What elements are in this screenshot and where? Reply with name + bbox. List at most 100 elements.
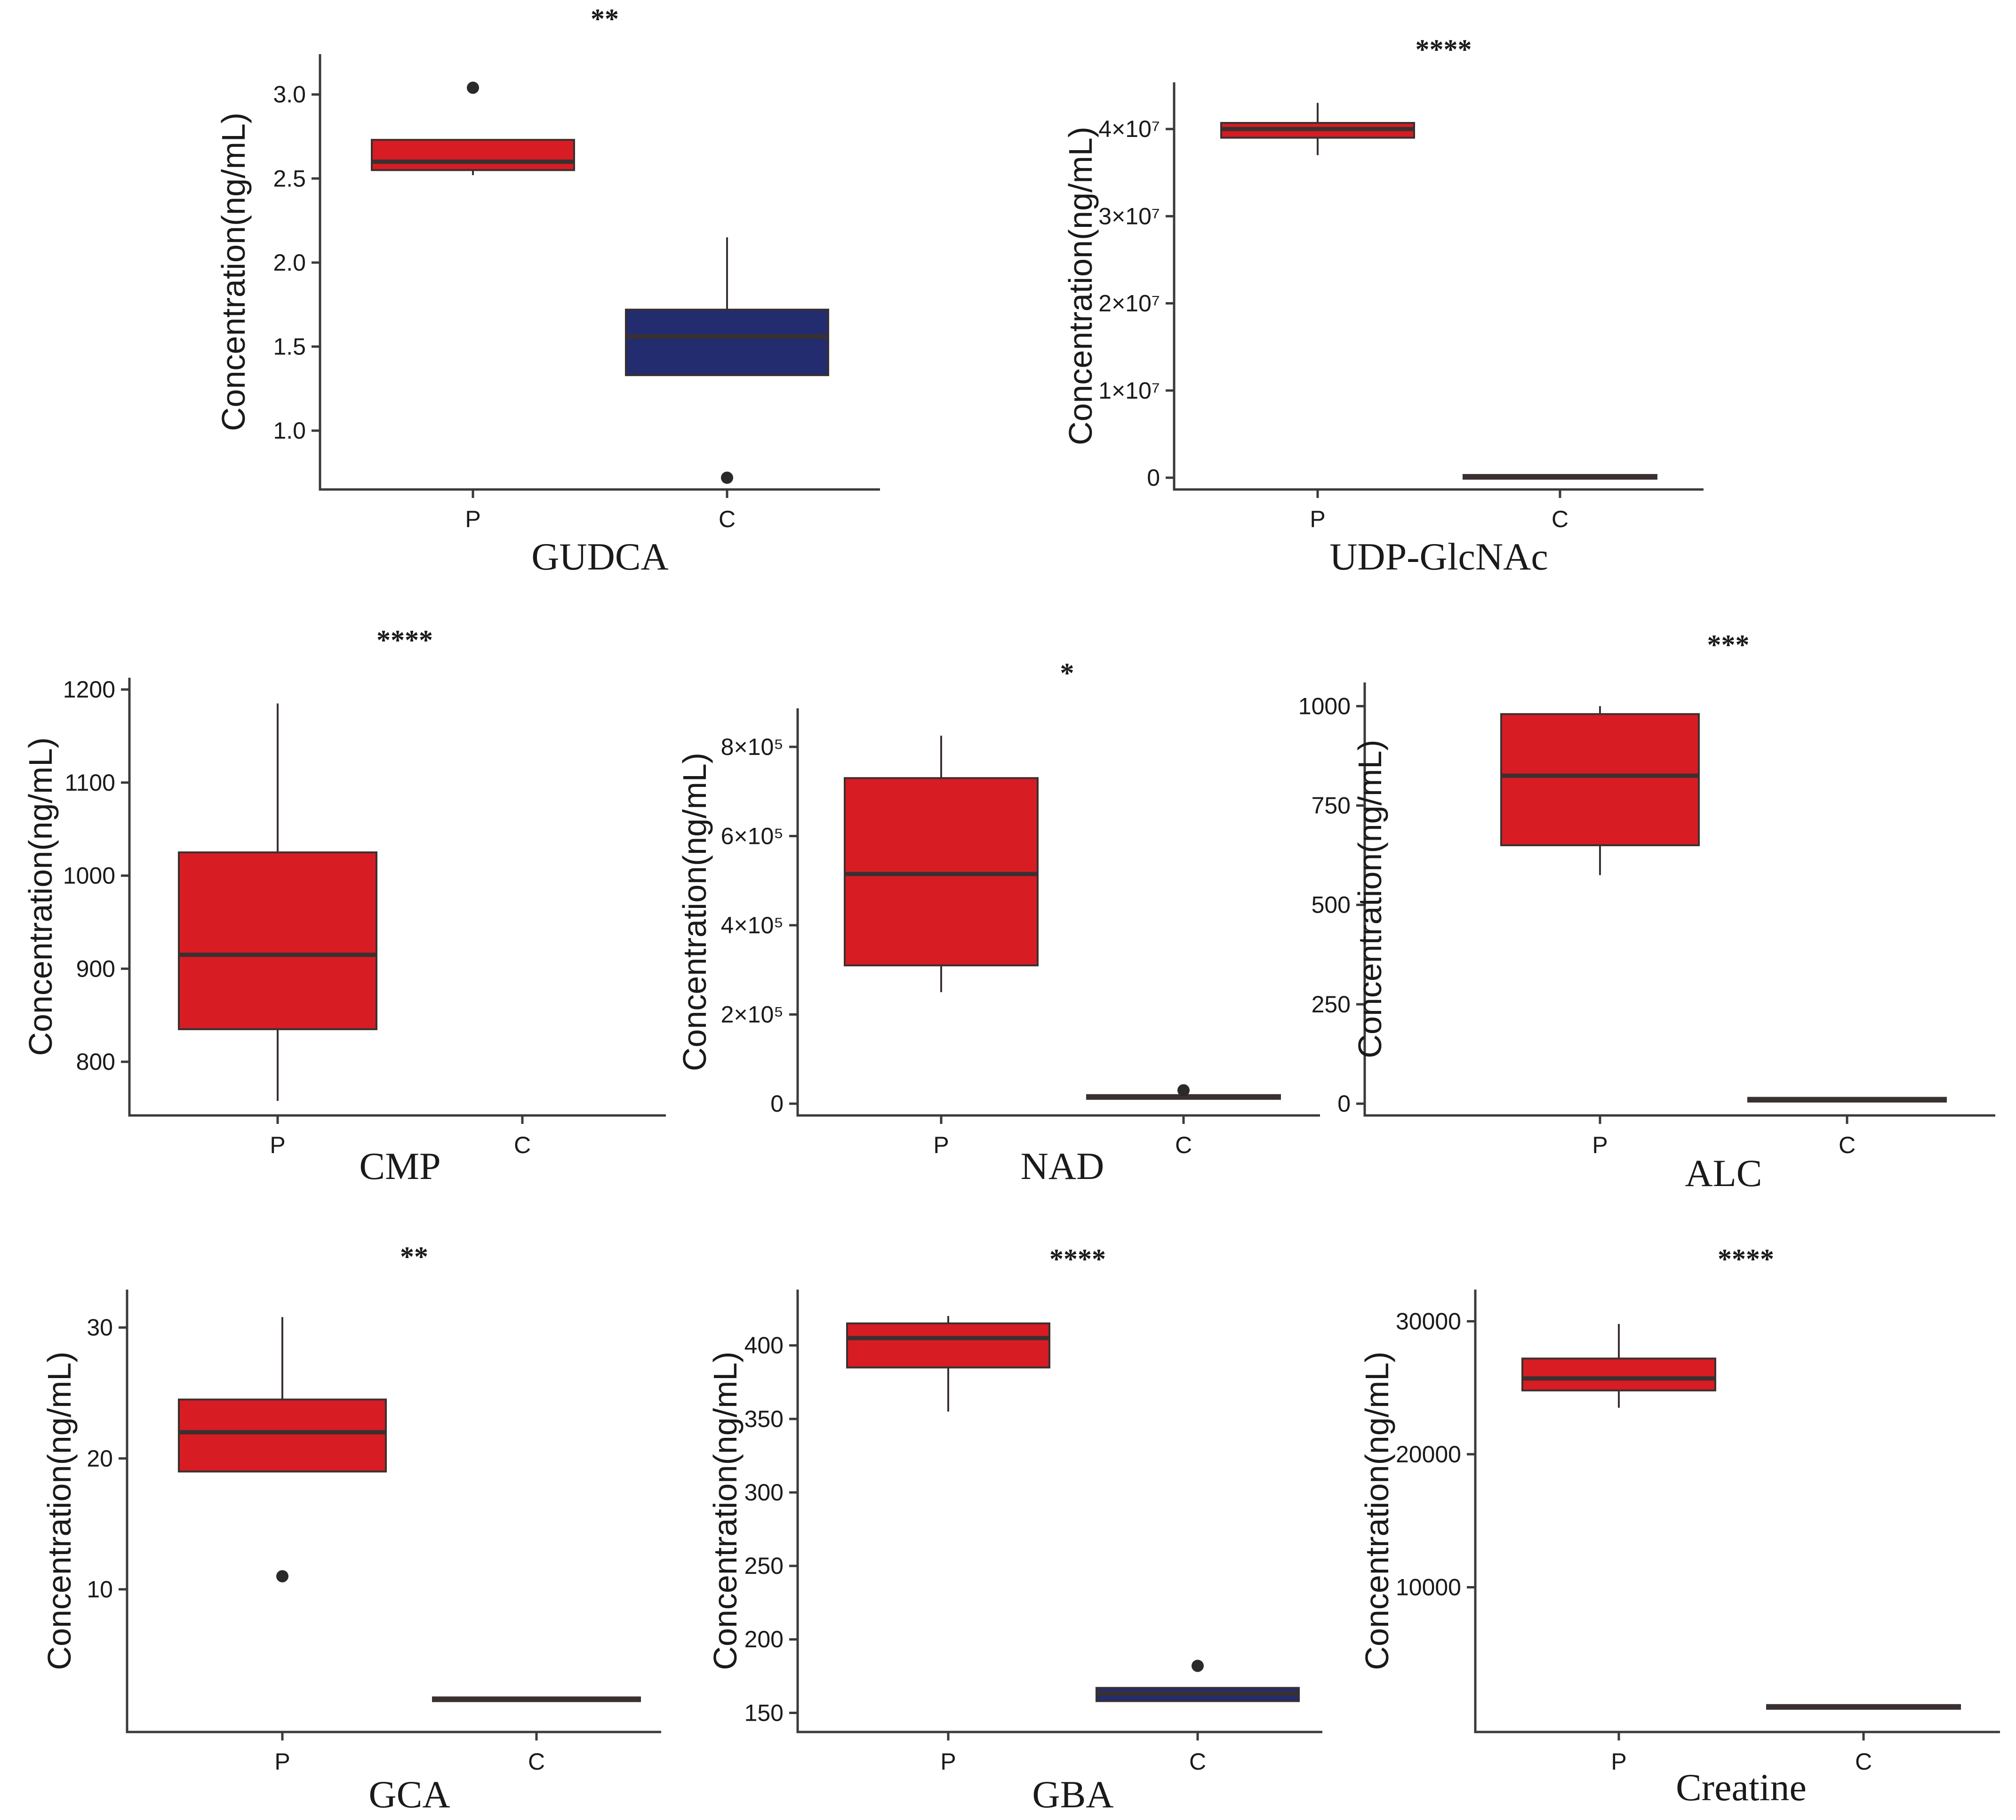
axis-lines xyxy=(128,678,666,1117)
panel-creatine: 10000 20000 30000 P C Concentration(ng/mL) Cre… xyxy=(1359,1243,2000,1809)
panel-nad: 0 2×10⁵ 4×10⁵ 6×10⁵ 8×10⁵ P C Concentration(ng/… xyxy=(676,657,1320,1187)
y-tick-label: 2.5 xyxy=(273,165,306,192)
outlier-point xyxy=(1177,1084,1190,1097)
x-tick-label-p: P xyxy=(1592,1132,1608,1158)
y-tick-label: 1.0 xyxy=(273,417,306,444)
box-p xyxy=(1521,1324,1716,1408)
significance-label: **** xyxy=(1416,34,1472,65)
panel-title: ALC xyxy=(1685,1152,1762,1195)
panel-title: UDP-GlcNAc xyxy=(1329,535,1548,578)
y-tick-label: 200 xyxy=(744,1626,784,1652)
box-iqr xyxy=(1521,1357,1716,1392)
y-tick-label: 0 xyxy=(1337,1090,1351,1117)
y-tick-label: 20000 xyxy=(1396,1441,1461,1467)
panel-gba: 150 200 250 300 350 400 P C Concentration(ng/mL)… xyxy=(707,1243,1322,1816)
box-c xyxy=(1463,474,1657,480)
box-iqr xyxy=(178,851,377,1030)
box-c xyxy=(1747,1097,1947,1103)
y-tick-label: 500 xyxy=(1312,892,1351,918)
box-p xyxy=(371,81,575,176)
y-tick-label: 150 xyxy=(744,1700,784,1726)
x-tick-label-p: P xyxy=(933,1132,949,1158)
box-p xyxy=(844,736,1039,993)
panel-alc: 0 250 500 750 1000 P C Concentration(ng/mL) ALC *… xyxy=(1298,629,1995,1195)
axis-lines xyxy=(126,1290,661,1733)
box-iqr xyxy=(1500,713,1700,846)
panel-title: GCA xyxy=(368,1773,450,1816)
x-tick-label-p: P xyxy=(1611,1748,1626,1775)
significance-label: * xyxy=(1060,657,1074,689)
x-tick-label-p: P xyxy=(1310,506,1325,532)
panel-title: Creatine xyxy=(1676,1766,1807,1809)
box-c xyxy=(432,1696,641,1702)
y-tick-label: 1000 xyxy=(63,863,115,889)
y-tick-label: 20 xyxy=(87,1445,113,1472)
box-c xyxy=(625,237,829,484)
box-p xyxy=(178,703,377,1101)
x-tick-label-c: C xyxy=(528,1748,545,1775)
y-axis-label: Concentration(ng/mL) xyxy=(1352,740,1388,1058)
significance-label: ** xyxy=(400,1241,428,1272)
panel-gudca: 1.0 1.5 2.0 2.5 3.0 P C Concentration(ng/mL) GUD… xyxy=(215,3,880,578)
axis-lines xyxy=(796,708,1320,1117)
y-axis-label: Concentration(ng/mL) xyxy=(215,112,252,431)
y-tick-label: 6×10⁵ xyxy=(721,823,784,849)
y-tick-label: 1200 xyxy=(63,676,115,703)
box-c xyxy=(1766,1704,1961,1710)
outlier-point xyxy=(1192,1660,1204,1672)
x-tick-label-c: C xyxy=(1552,506,1568,532)
y-axis-label: Concentration(ng/mL) xyxy=(707,1352,744,1670)
box-iqr xyxy=(371,139,575,171)
y-tick-label: 800 xyxy=(76,1049,115,1075)
panel-gca: 10 20 30 P C Concentration(ng/mL) GCA ** xyxy=(41,1241,661,1816)
y-tick-label: 30 xyxy=(87,1315,113,1341)
x-tick-label-p: P xyxy=(274,1748,290,1775)
outlier-point xyxy=(467,81,479,94)
outlier-point xyxy=(721,472,733,484)
y-tick-label: 8×10⁵ xyxy=(721,734,784,760)
y-axis-label: Concentration(ng/mL) xyxy=(1062,127,1099,445)
box-c xyxy=(1086,1084,1281,1100)
box-p xyxy=(178,1317,387,1583)
box-c xyxy=(1096,1660,1300,1702)
y-tick-label: 0 xyxy=(1147,465,1160,491)
significance-label: *** xyxy=(1707,629,1750,660)
y-tick-label: 250 xyxy=(1312,991,1351,1018)
x-tick-label-c: C xyxy=(1189,1748,1206,1775)
y-tick-label: 4×10⁷ xyxy=(1098,116,1160,142)
box-iqr xyxy=(844,777,1039,967)
significance-label: **** xyxy=(1718,1243,1774,1275)
axis-lines xyxy=(319,54,880,491)
y-tick-label: 1.5 xyxy=(273,333,306,360)
box-p xyxy=(1220,103,1415,155)
panel-cmp: 800 900 1000 1100 1200 P C Concentration(ng/mL)… xyxy=(22,625,666,1187)
y-tick-label: 1×10⁷ xyxy=(1098,377,1160,404)
y-tick-label: 350 xyxy=(744,1406,784,1432)
y-tick-label: 4×10⁵ xyxy=(721,912,784,938)
panel-udp-glcnac: 0 1×10⁷ 2×10⁷ 3×10⁷ 4×10⁷ P C Concentration(ng/… xyxy=(1062,34,1704,578)
y-tick-label: 30000 xyxy=(1396,1308,1461,1334)
y-tick-label: 1100 xyxy=(64,770,115,796)
x-tick-label-c: C xyxy=(514,1132,531,1158)
x-tick-label-c: C xyxy=(1175,1132,1192,1158)
box-iqr xyxy=(846,1322,1050,1369)
y-axis-label: Concentration(ng/mL) xyxy=(676,753,713,1071)
y-tick-label: 900 xyxy=(76,955,115,982)
y-tick-label: 2×10⁷ xyxy=(1098,290,1160,317)
y-tick-label: 250 xyxy=(744,1553,784,1579)
y-tick-label: 10000 xyxy=(1396,1574,1461,1600)
panel-title: CMP xyxy=(359,1145,440,1187)
x-tick-label-p: P xyxy=(465,506,480,532)
y-axis-label: Concentration(ng/mL) xyxy=(41,1352,78,1670)
y-tick-label: 3×10⁷ xyxy=(1098,203,1160,229)
box-p xyxy=(1500,706,1700,875)
x-tick-label-p: P xyxy=(940,1748,956,1775)
x-tick-label-c: C xyxy=(1839,1132,1856,1158)
axis-lines xyxy=(796,1290,1322,1733)
x-tick-label-c: C xyxy=(719,506,736,532)
y-tick-label: 0 xyxy=(770,1090,784,1117)
y-tick-label: 2×10⁵ xyxy=(721,1001,784,1027)
y-tick-label: 750 xyxy=(1312,793,1351,819)
axis-lines xyxy=(1173,82,1704,491)
y-tick-label: 10 xyxy=(87,1576,113,1603)
